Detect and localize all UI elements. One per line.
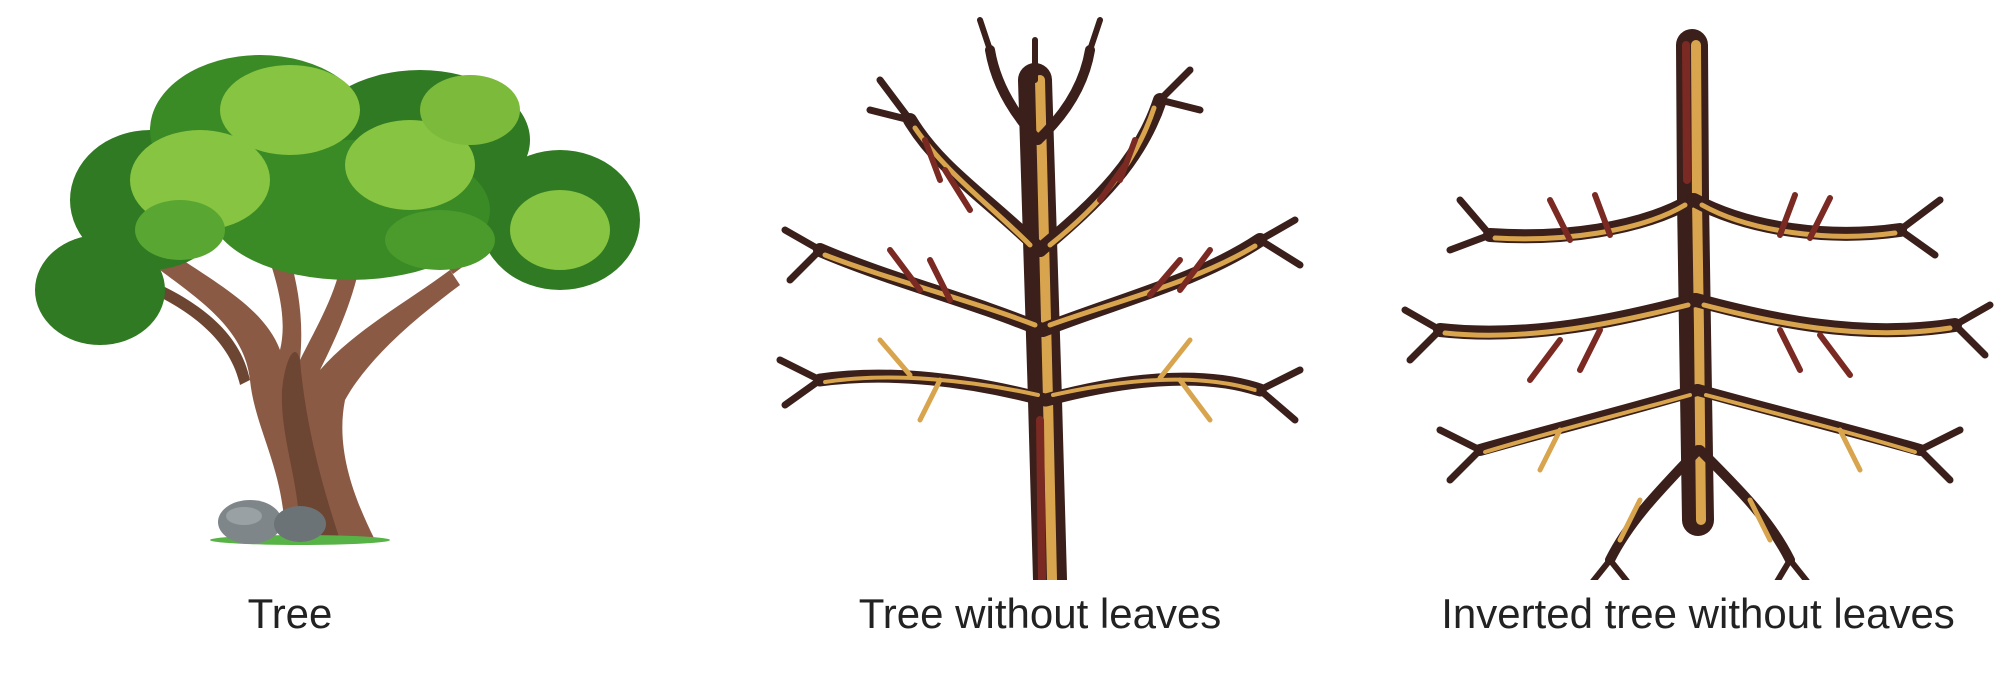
inverted-bare-tree-icon: [1401, 29, 1994, 580]
figure-bare-tree: Tree without leaves: [740, 0, 1340, 692]
figure-tree: Tree: [0, 0, 660, 692]
inverted-tree-branches: [1401, 29, 1994, 580]
caption-tree: Tree: [247, 590, 333, 637]
tree-foliage: [35, 55, 640, 345]
bare-tree-icon: [776, 17, 1304, 580]
figure-inverted-tree: Inverted tree without leaves: [1380, 0, 2016, 692]
leafy-tree-icon: [35, 55, 640, 545]
tree-base-rocks: [210, 500, 390, 545]
caption-bare-tree: Tree without leaves: [858, 590, 1222, 637]
caption-inverted-tree: Inverted tree without leaves: [1441, 590, 1955, 637]
bare-tree-branches: [776, 17, 1304, 580]
